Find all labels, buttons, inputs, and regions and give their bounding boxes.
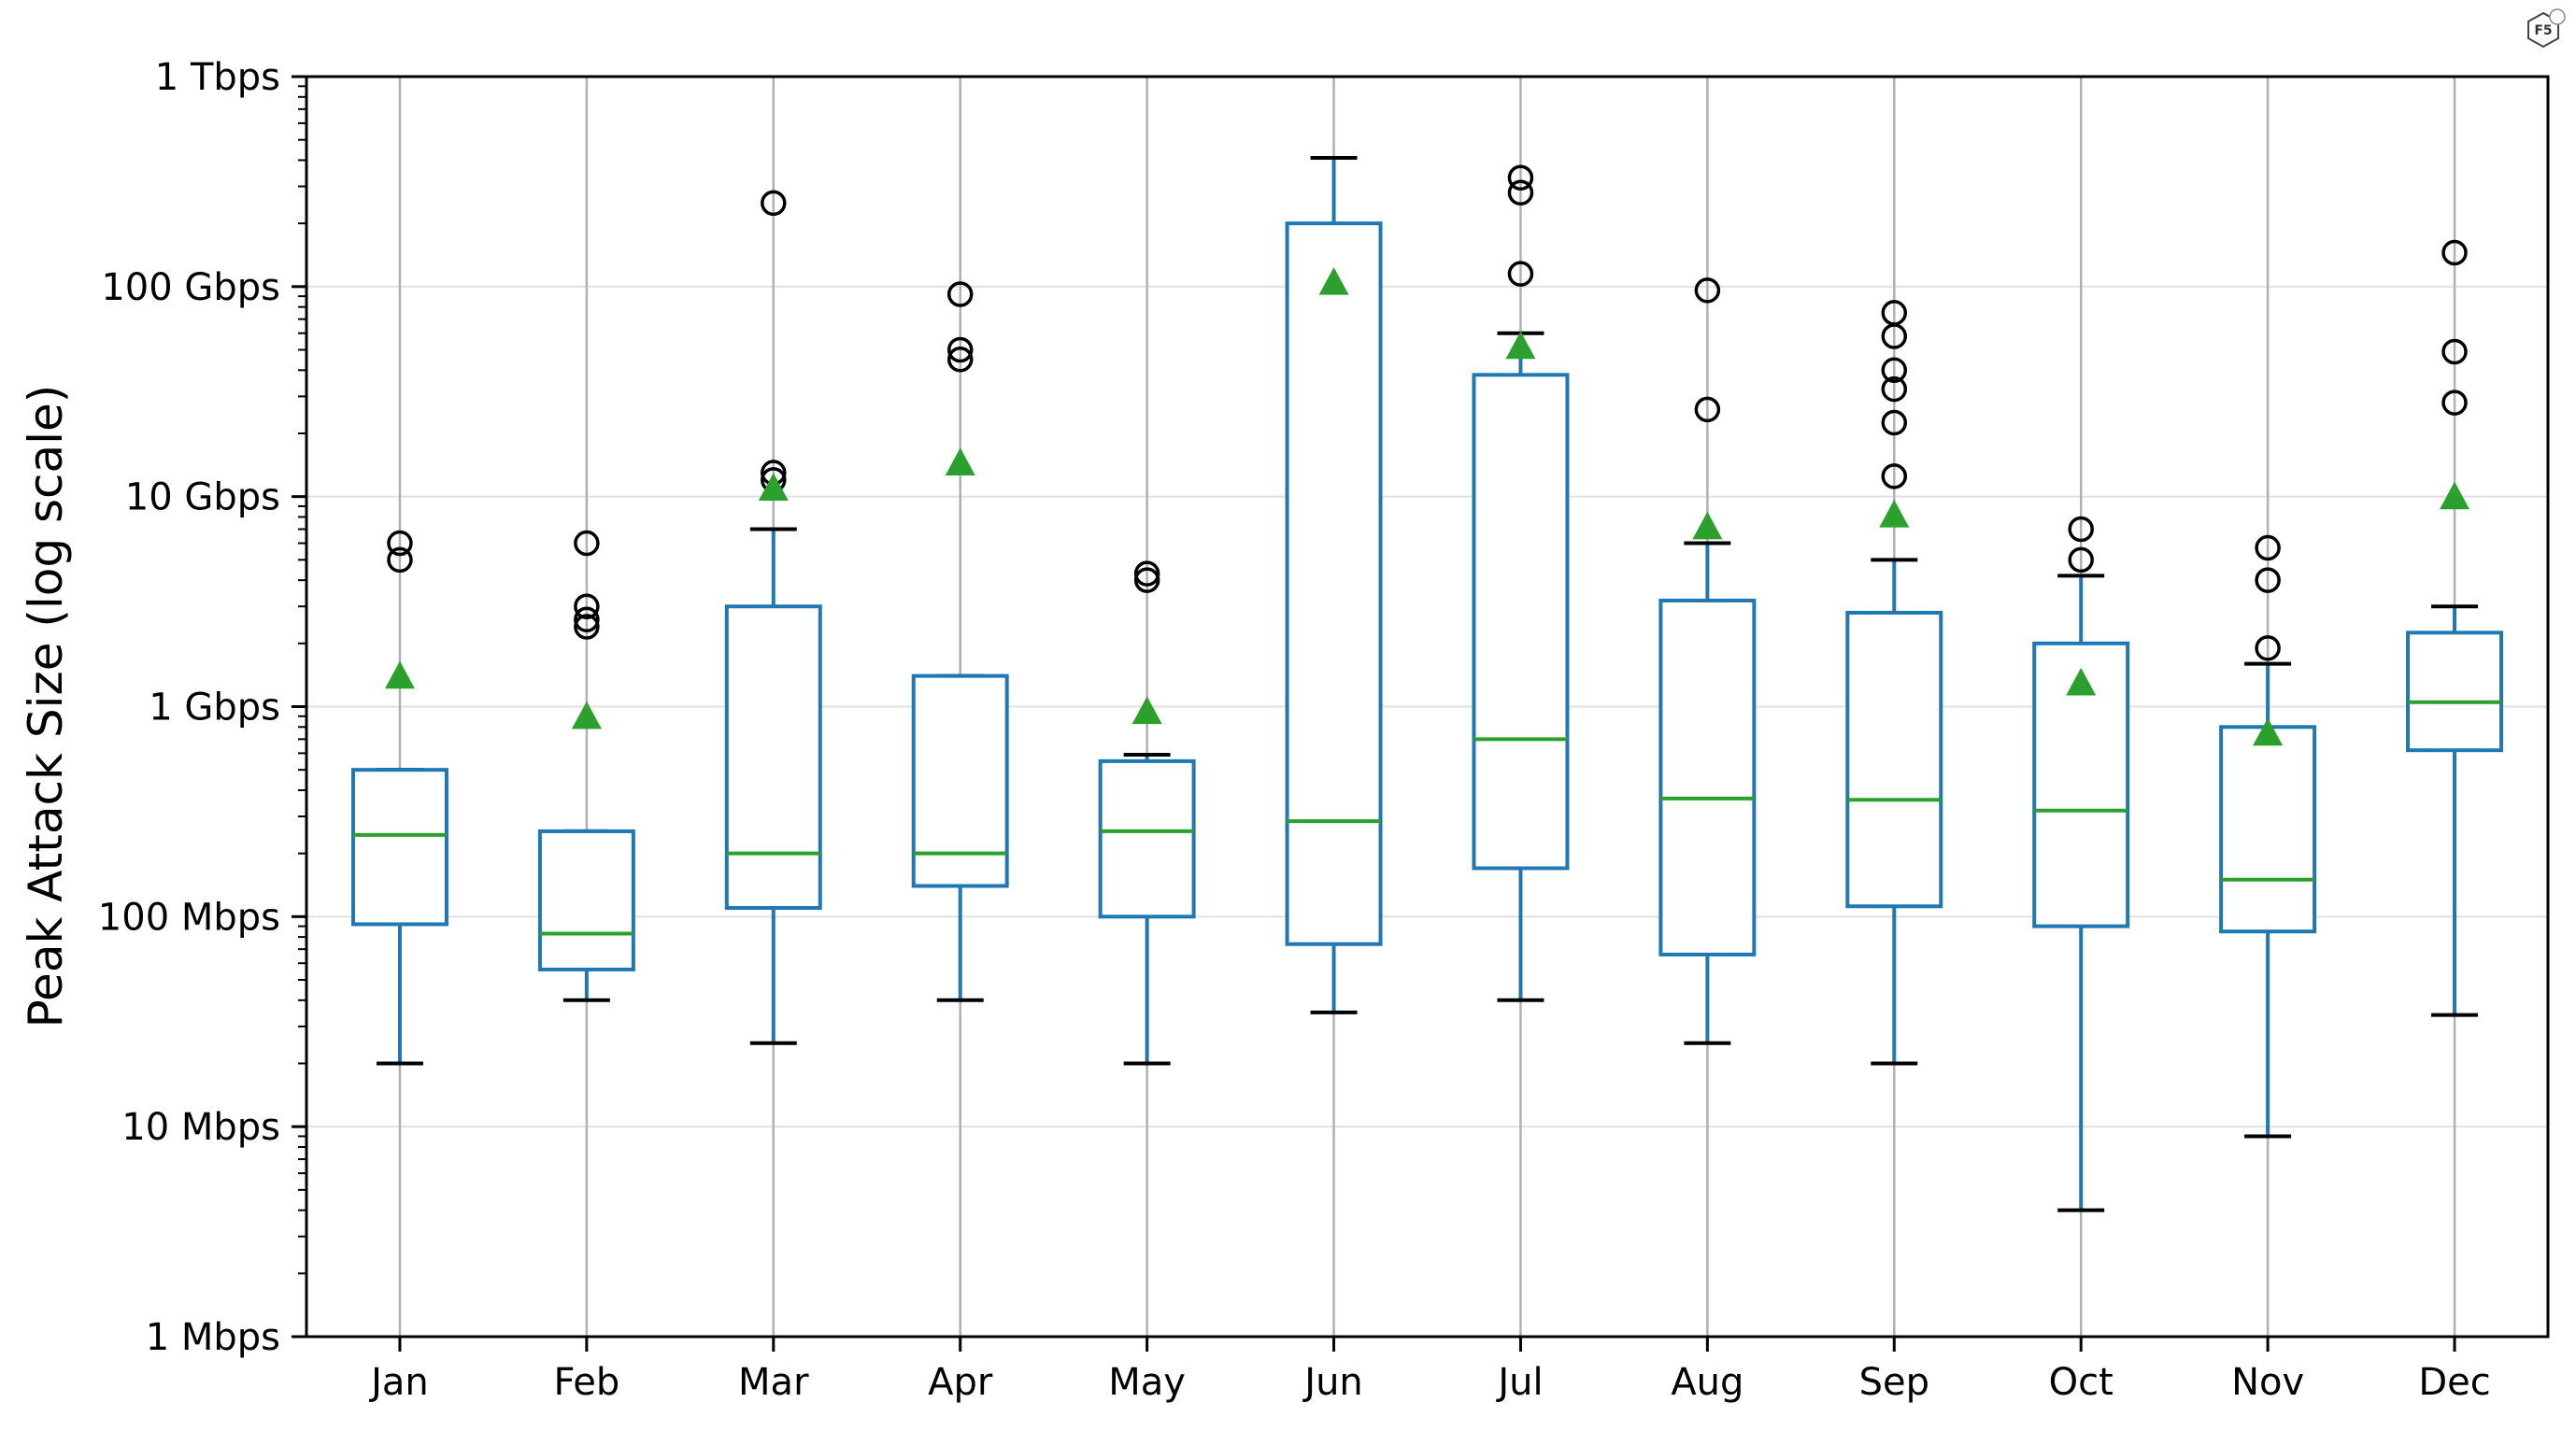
y-tick-label: 10 Mbps (121, 1106, 280, 1149)
iqr-box (1285, 221, 1383, 946)
box-jan (350, 530, 448, 1066)
mean-marker (2066, 667, 2097, 696)
outlier-point (1881, 375, 1908, 403)
y-tick-label: 100 Gbps (101, 266, 280, 309)
iqr-box (537, 829, 635, 971)
x-tick-label-jul: Jul (1495, 1361, 1543, 1404)
outlier-point (2441, 390, 2468, 416)
box-feb (537, 530, 635, 1002)
mean-marker (1131, 696, 1162, 725)
x-tick-label-sep: Sep (1859, 1361, 1929, 1404)
iqr-box (911, 673, 1009, 888)
box-sep (1845, 300, 1943, 1066)
outlier-point (2441, 239, 2468, 266)
y-tick-label: 1 Gbps (149, 687, 280, 730)
mean-marker (2440, 481, 2470, 510)
outlier-point (574, 606, 600, 632)
outlier-point (1133, 567, 1160, 593)
iqr-box (1472, 373, 1570, 871)
box-aug (1658, 277, 1757, 1045)
x-tick-label-jun: Jun (1302, 1361, 1363, 1404)
outlier-point (574, 530, 600, 557)
mean-marker (1318, 267, 1349, 295)
outlier-point (2068, 516, 2094, 543)
y-axis-title: Peak Attack Size (log scale) (19, 385, 73, 1028)
outlier-point (574, 614, 600, 640)
iqr-box (1845, 610, 1943, 909)
outlier-point (946, 281, 974, 307)
box-dec (2406, 239, 2504, 1017)
iqr-box (350, 768, 448, 927)
x-tick-label-dec: Dec (2418, 1361, 2490, 1404)
y-tick-label: 10 Gbps (125, 476, 280, 519)
iqr-box (2219, 725, 2317, 934)
outlier-point (1694, 277, 1721, 304)
x-tick-label-feb: Feb (553, 1361, 619, 1404)
outlier-point (1881, 357, 1908, 384)
outlier-point (1881, 409, 1908, 436)
y-tick-label: 1 Mbps (146, 1316, 280, 1359)
mean-marker (1879, 500, 1910, 528)
y-tick-label: 100 Mbps (98, 896, 280, 939)
outlier-point (2255, 567, 2281, 593)
mean-marker (384, 660, 415, 689)
x-tick-label-aug: Aug (1671, 1361, 1743, 1404)
box-jun (1285, 156, 1383, 1014)
outlier-point (946, 336, 974, 363)
y-axis-ticks (292, 75, 2456, 1352)
outlier-point (574, 593, 600, 619)
iqr-box (1098, 758, 1196, 919)
iqr-box (724, 604, 822, 911)
mean-marker (1692, 511, 1723, 540)
outlier-point (2255, 534, 2281, 561)
box-series (350, 156, 2504, 1212)
outlier-point (1507, 261, 1534, 287)
outlier-point (1133, 560, 1160, 587)
outlier-point (2441, 338, 2468, 365)
x-tick-label-jan: Jan (368, 1361, 429, 1404)
outlier-point (1694, 396, 1721, 423)
x-tick-label-apr: Apr (928, 1361, 993, 1404)
mean-marker (945, 447, 975, 475)
box-apr (911, 281, 1009, 1002)
iqr-box (2406, 630, 2504, 753)
box-oct (2032, 516, 2130, 1212)
box-may (1098, 560, 1196, 1066)
f5-logo-text: F5 (2534, 23, 2552, 38)
outlier-point (387, 530, 413, 557)
outlier-point (1507, 164, 1534, 191)
box-mar (724, 190, 822, 1045)
f5-logo-badge-icon (2549, 8, 2566, 25)
box-nov (2219, 534, 2317, 1139)
outlier-point (946, 347, 974, 373)
x-axis-tick-labels: Jan Feb Mar Apr May Jun Jul Aug Sep Oct Nov Dec (368, 1361, 2491, 1404)
outlier-point (1507, 179, 1534, 206)
outlier-point (2255, 635, 2281, 661)
outlier-point (387, 546, 413, 574)
iqr-box (1658, 598, 1757, 956)
x-tick-label-may: May (1108, 1361, 1186, 1404)
outlier-point (761, 190, 787, 217)
x-tick-label-nov: Nov (2231, 1361, 2304, 1404)
outlier-point (1881, 463, 1908, 489)
box-jul (1472, 164, 1570, 1002)
x-tick-label-mar: Mar (738, 1361, 809, 1404)
mean-marker (571, 701, 602, 730)
x-tick-label-oct: Oct (2049, 1361, 2113, 1404)
outlier-point (1881, 300, 1908, 326)
y-axis-tick-labels: 1 Mbps 10 Mbps 100 Mbps 1 Gbps 10 Gbps 100 Gb… (98, 56, 280, 1359)
outlier-point (2068, 546, 2094, 574)
mean-marker (2253, 717, 2284, 746)
f5-logo: F5 (2527, 8, 2566, 49)
mean-marker (1505, 331, 1536, 360)
y-tick-label: 1 Tbps (155, 56, 280, 99)
mean-marker (758, 473, 789, 501)
